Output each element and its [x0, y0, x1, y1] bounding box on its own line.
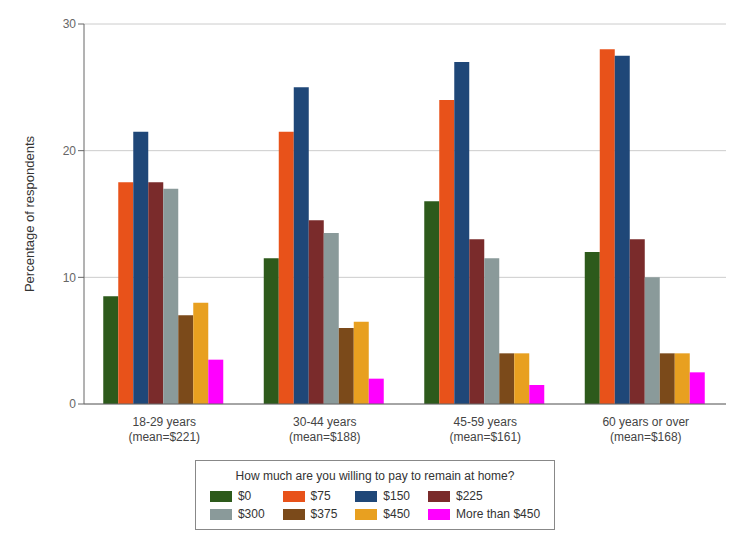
html-text:$225: $225 — [456, 489, 483, 503]
svg-text:45-59 years(mean=$161): 45-59 years(mean=$161) — [449, 415, 521, 444]
html-text:$375: $375 — [310, 507, 338, 521]
svg-text:0: 0 — [69, 397, 76, 411]
svg-text:60 years or over(mean=$168): 60 years or over(mean=$168) — [602, 415, 689, 444]
html-text:$300: $300 — [237, 507, 265, 521]
svg-text:30: 30 — [63, 17, 77, 31]
svg-text:Percentage of respondents: Percentage of respondents — [22, 135, 37, 292]
html-text:How much are you willing to pa: How much are you willing to pay to remai… — [235, 469, 515, 483]
svg-text:18-29 years(mean=$221): 18-29 years(mean=$221) — [128, 415, 200, 444]
html-text:$450: $450 — [383, 507, 410, 521]
svg-text:20: 20 — [63, 144, 77, 158]
html-text:$0: $0 — [237, 489, 252, 503]
html-text:$75: $75 — [310, 489, 331, 503]
svg-text:30-44 years(mean=$188): 30-44 years(mean=$188) — [289, 415, 361, 444]
svg-text:10: 10 — [63, 271, 77, 285]
html-text:$150: $150 — [383, 489, 410, 503]
html-text:More than $450: More than $450 — [456, 507, 541, 521]
